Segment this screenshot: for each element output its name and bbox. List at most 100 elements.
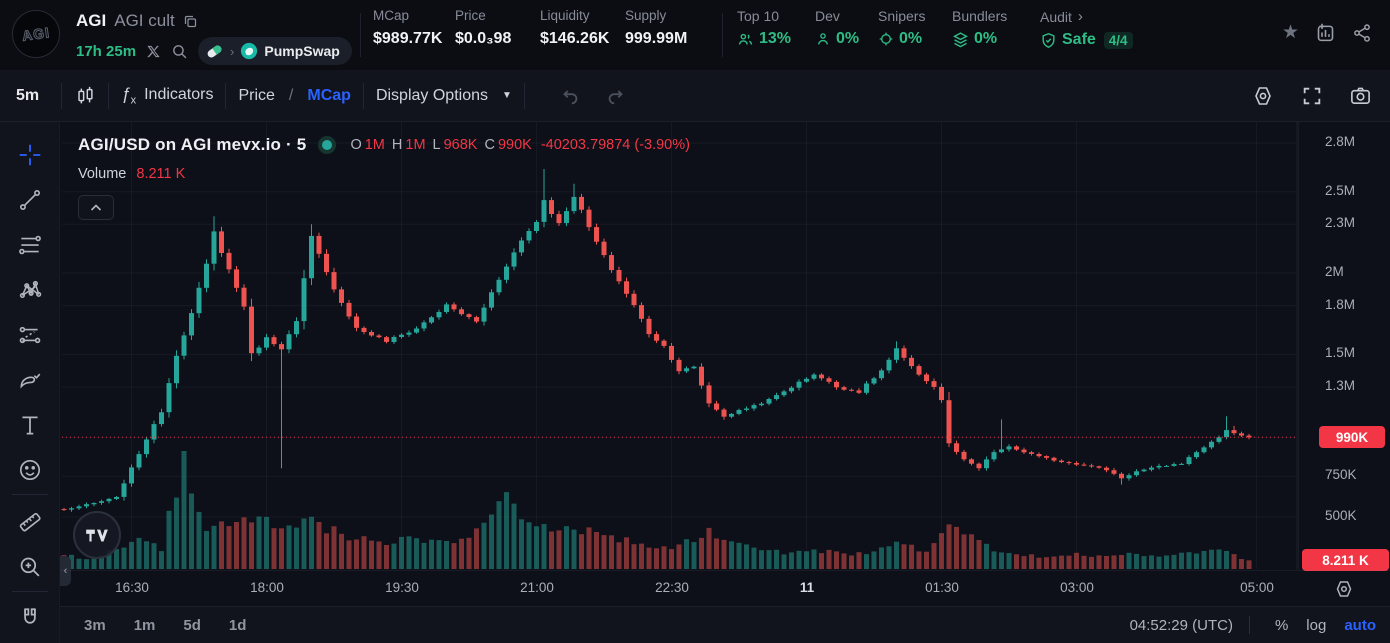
stat-supply: Supply 999.99M bbox=[625, 8, 705, 48]
legend-collapse-button[interactable] bbox=[78, 195, 114, 220]
range-buttons: 3m 1m 5d 1d bbox=[84, 617, 246, 634]
time-axis[interactable]: 16:30 18:00 19:30 21:00 22:30 11 01:30 03:00 05:… bbox=[60, 570, 1298, 606]
crosshair-scope-icon bbox=[878, 31, 894, 47]
bottom-bar-divider bbox=[1248, 616, 1250, 634]
time-axis-label: 18:00 bbox=[250, 580, 284, 595]
time-axis-label: 01:30 bbox=[925, 580, 959, 595]
price-scale-label: Price bbox=[238, 86, 275, 104]
token-name: AGI cult bbox=[114, 11, 175, 30]
timeframe-button[interactable]: 5m bbox=[16, 86, 40, 104]
dex-migration-badge[interactable]: › PumpSwap bbox=[198, 37, 352, 65]
metric-label: Snipers bbox=[878, 8, 926, 24]
log-scale-button[interactable]: log bbox=[1306, 616, 1327, 634]
time-axis-label: 21:00 bbox=[520, 580, 554, 595]
tradingview-logo bbox=[73, 511, 121, 559]
time-axis-label: 22:30 bbox=[655, 580, 689, 595]
stat-label: MCap bbox=[373, 8, 410, 23]
range-button-5d[interactable]: 5d bbox=[183, 616, 201, 634]
x-social-icon[interactable] bbox=[146, 44, 161, 59]
header-divider bbox=[360, 13, 361, 57]
metric-top-10: Top 10 13% bbox=[737, 8, 815, 49]
metric-dev: Dev 0% bbox=[815, 8, 878, 49]
sidebar-divider bbox=[12, 494, 48, 495]
fullscreen-icon[interactable] bbox=[1301, 85, 1323, 107]
time-axis-label: 16:30 bbox=[115, 580, 149, 595]
indicators-label: Indicators bbox=[144, 86, 214, 104]
time-axis-label: 05:00 bbox=[1240, 580, 1274, 595]
magnet-icon[interactable] bbox=[16, 605, 44, 633]
range-button-3m[interactable]: 3m bbox=[84, 616, 106, 634]
search-icon[interactable] bbox=[171, 43, 188, 60]
people-icon bbox=[737, 31, 754, 48]
utc-clock[interactable]: 04:52:29 (UTC) bbox=[1129, 616, 1233, 634]
copy-icon[interactable] bbox=[183, 14, 198, 29]
chart-settings-icon[interactable] bbox=[1251, 84, 1275, 108]
range-button-1d[interactable]: 1d bbox=[228, 616, 247, 634]
emoji-icon[interactable] bbox=[16, 456, 44, 484]
ruler-icon[interactable] bbox=[16, 508, 44, 536]
stat-liquidity: Liquidity $146.26K bbox=[540, 8, 625, 48]
share-icon[interactable] bbox=[1352, 23, 1372, 43]
price-axis-label: 2.3M bbox=[1325, 215, 1356, 230]
zoom-in-icon[interactable] bbox=[16, 553, 44, 581]
shield-check-icon bbox=[1040, 32, 1057, 49]
token-logo: AGI bbox=[12, 10, 60, 58]
percent-scale-button[interactable]: % bbox=[1274, 616, 1289, 634]
sidebar-divider bbox=[12, 591, 48, 592]
toolbar-divider bbox=[225, 82, 227, 109]
stat-value: 999.99M bbox=[625, 30, 688, 47]
mcap-scale-label: MCap bbox=[307, 86, 351, 104]
range-button-1m[interactable]: 1m bbox=[133, 616, 156, 634]
undo-icon[interactable] bbox=[559, 85, 581, 107]
status-dot bbox=[322, 140, 333, 150]
text-icon[interactable] bbox=[16, 411, 44, 439]
header-divider bbox=[722, 13, 723, 57]
trendline-icon[interactable] bbox=[16, 186, 44, 214]
metric-label: Dev bbox=[815, 8, 840, 24]
fib-retracement-icon[interactable] bbox=[16, 231, 44, 259]
stat-value: $0.0₃98 bbox=[455, 30, 512, 47]
chevron-right-icon: › bbox=[230, 43, 235, 59]
axis-settings-icon[interactable] bbox=[1332, 577, 1356, 601]
pumpswap-logo bbox=[240, 42, 258, 60]
token-symbol: AGI bbox=[76, 11, 107, 30]
camera-icon[interactable] bbox=[1349, 84, 1372, 107]
chart-pane[interactable]: AGI/USD on AGI mevx.io · 5 O 1M H 1M L 968K… bbox=[60, 122, 1390, 606]
indicators-button[interactable]: ƒx Indicators bbox=[121, 84, 213, 106]
candle-style-button[interactable] bbox=[74, 85, 96, 107]
stat-price: Price $0.0₃98 bbox=[455, 8, 540, 48]
favorite-star-icon[interactable]: ★ bbox=[1281, 22, 1299, 43]
metric-audit[interactable]: Audit › Safe 4/4 bbox=[1040, 8, 1133, 49]
candlestick-chart[interactable] bbox=[60, 122, 1298, 570]
metric-bundlers: Bundlers 0% bbox=[952, 8, 1040, 49]
display-options-button[interactable]: Display Options ▼ bbox=[376, 87, 512, 105]
metric-value: 0% bbox=[836, 30, 860, 47]
scale-separator: / bbox=[288, 86, 294, 104]
last-price-badge: 990K bbox=[1319, 426, 1385, 448]
auto-scale-button[interactable]: auto bbox=[1344, 616, 1376, 634]
price-mcap-toggle[interactable]: Price / MCap bbox=[238, 87, 350, 105]
projection-icon[interactable] bbox=[16, 321, 44, 349]
metric-value: 13% bbox=[759, 30, 792, 47]
brush-icon[interactable] bbox=[16, 366, 44, 394]
crosshair-icon[interactable] bbox=[16, 141, 44, 169]
metric-label: Top 10 bbox=[737, 8, 780, 24]
redo-icon[interactable] bbox=[605, 85, 627, 107]
toolbar-divider bbox=[61, 82, 63, 109]
panel-collapse-tab[interactable]: ‹ bbox=[60, 556, 71, 586]
price-axis[interactable]: 990K 8.211 K 2.8M 2.5M 2.3M 2M 1.8M 1.5M 1.3M 7… bbox=[1298, 122, 1390, 571]
time-axis-label: 03:00 bbox=[1060, 580, 1094, 595]
caret-down-icon: ▼ bbox=[501, 90, 512, 101]
time-axis-label: 11 bbox=[799, 580, 815, 595]
stat-label: Supply bbox=[625, 8, 667, 23]
metric-value: Safe bbox=[1062, 31, 1096, 48]
xabcd-pattern-icon[interactable] bbox=[16, 276, 44, 304]
price-axis-label: 2.5M bbox=[1325, 183, 1356, 198]
add-chart-icon[interactable] bbox=[1315, 22, 1336, 43]
price-axis-label: 750K bbox=[1325, 467, 1357, 482]
token-logo-text: AGI bbox=[21, 24, 52, 45]
metric-snipers: Snipers 0% bbox=[878, 8, 952, 49]
toolbar-divider bbox=[362, 82, 364, 109]
stat-mcap: MCap $989.77K bbox=[373, 8, 455, 48]
change-readout: -40203.79874 (-3.90%) bbox=[540, 137, 690, 153]
